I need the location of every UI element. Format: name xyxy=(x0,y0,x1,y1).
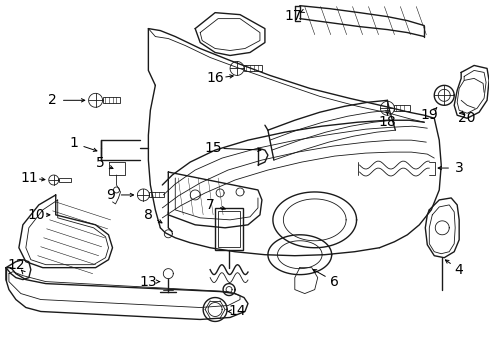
Text: 15: 15 xyxy=(204,141,222,155)
Text: 9: 9 xyxy=(106,188,115,202)
Bar xyxy=(59,178,71,182)
Bar xyxy=(215,208,243,250)
Text: 5: 5 xyxy=(96,156,105,170)
Text: 8: 8 xyxy=(144,208,153,222)
Text: 20: 20 xyxy=(458,111,476,125)
Text: 6: 6 xyxy=(330,275,339,289)
Text: 18: 18 xyxy=(379,115,396,129)
Text: 16: 16 xyxy=(206,71,224,85)
Text: 7: 7 xyxy=(206,198,215,212)
Text: 12: 12 xyxy=(7,258,24,272)
Bar xyxy=(394,105,410,111)
Bar xyxy=(218,211,240,247)
Text: 11: 11 xyxy=(20,171,38,185)
Text: 10: 10 xyxy=(27,208,45,222)
Text: 3: 3 xyxy=(455,161,464,175)
Bar xyxy=(244,66,262,71)
Text: 17: 17 xyxy=(284,9,302,23)
Text: 1: 1 xyxy=(69,136,78,150)
Text: 13: 13 xyxy=(140,275,157,289)
Text: 19: 19 xyxy=(420,108,438,122)
Text: 2: 2 xyxy=(49,93,57,107)
Bar xyxy=(149,193,164,197)
Bar xyxy=(102,97,121,103)
Text: 14: 14 xyxy=(228,305,246,319)
Text: 4: 4 xyxy=(455,263,464,276)
